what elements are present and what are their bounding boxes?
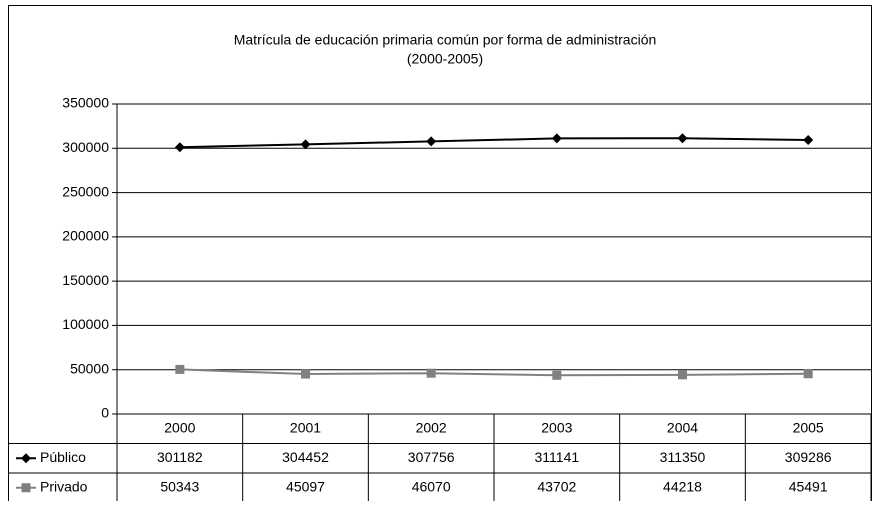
chart-title: Matrícula de educación primaria común po… [234,32,657,48]
table-value: 304452 [282,449,329,465]
y-tick-label: 150000 [62,272,109,288]
y-tick-label: 100000 [62,316,109,332]
legend-marker [21,453,31,464]
table-value: 45097 [286,478,325,494]
point-marker [174,142,185,153]
series-line [179,368,809,377]
chart-frame [8,5,872,506]
point-marker [803,369,813,379]
x-tick-label: 2000 [164,419,195,435]
x-tick-label: 2002 [416,419,447,435]
legend-marker [21,483,31,493]
chart-subtitle: (2000-2005) [407,51,483,67]
table-value: 309286 [785,449,832,465]
point-marker [175,364,185,374]
point-marker [678,370,687,380]
table-value: 307756 [408,449,455,465]
table-value: 50343 [160,478,199,494]
legend-label: Privado [40,478,88,494]
y-tick-label: 200000 [62,228,109,244]
point-marker [551,133,562,144]
point-marker [426,368,436,378]
point-marker [803,135,814,146]
table-value: 46070 [412,478,451,494]
y-tick-label: 0 [101,405,109,421]
y-tick-label: 350000 [62,95,109,111]
point-marker [426,136,437,147]
series-line [179,137,809,149]
table-value: 311141 [535,449,580,465]
x-tick-label: 2005 [793,419,824,435]
x-tick-label: 2001 [290,419,321,435]
point-marker [300,139,311,150]
table-value: 44218 [663,478,702,494]
point-marker [677,133,688,144]
table-value: 311350 [660,449,706,465]
y-tick-label: 250000 [62,183,109,199]
x-tick-label: 2004 [667,419,698,435]
point-marker [301,369,310,379]
x-tick-label: 2003 [541,419,572,435]
table-value: 43702 [537,478,576,494]
y-tick-label: 50000 [70,360,109,376]
table-value: 45491 [789,478,828,494]
y-tick-label: 300000 [62,139,109,155]
table-value: 301182 [157,449,203,465]
legend-label: Público [40,449,86,465]
point-marker [552,370,562,380]
